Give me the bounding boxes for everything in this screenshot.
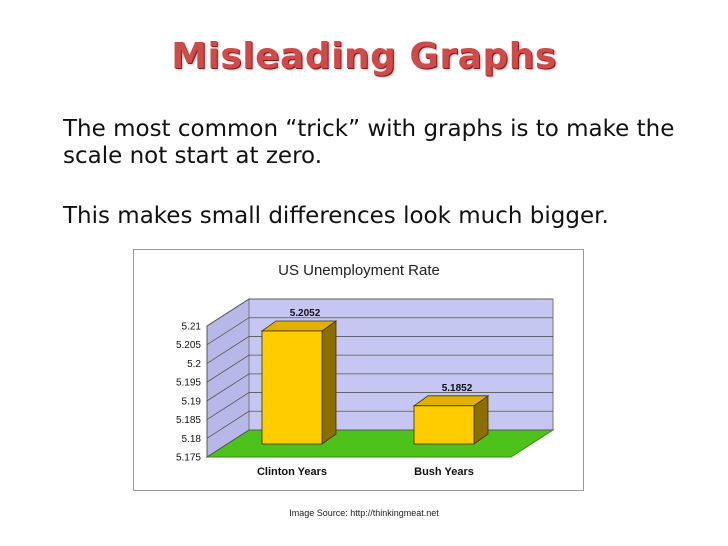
bar-value-label: 5.1852	[442, 383, 473, 394]
x-category-label: Clinton Years	[257, 466, 327, 478]
image-source-caption: Image Source: http://thinkingmeat.net	[289, 508, 439, 518]
gridline	[206, 373, 553, 402]
y-tick-label: 5.21	[182, 322, 202, 333]
bullet-text-1: The most common “trick” with graphs is t…	[63, 116, 675, 169]
gridline	[206, 298, 553, 327]
x-category-label: Bush Years	[414, 466, 474, 478]
chart-title: US Unemployment Rate	[278, 262, 440, 279]
y-tick-label: 5.175	[176, 453, 201, 464]
slide-title: Misleading Graphs	[171, 36, 557, 77]
y-tick-label: 5.205	[176, 340, 201, 351]
chart-floor	[205, 429, 555, 458]
bar-value-label: 5.2052	[290, 308, 321, 319]
gridline	[206, 392, 553, 420]
gridline	[206, 354, 553, 383]
chart-container: US Unemployment Rate 5.21 5.205 5.2 5.195 5.1…	[133, 249, 584, 491]
bar	[261, 330, 323, 445]
gridline	[206, 336, 553, 364]
y-tick-label: 5.185	[176, 415, 201, 426]
y-tick-label: 5.195	[176, 378, 201, 389]
bar-side	[321, 320, 337, 445]
bar-chart: US Unemployment Rate 5.21 5.205 5.2 5.195 5.1…	[176, 262, 555, 478]
y-tick-label: 5.2	[187, 359, 201, 370]
gridline	[206, 317, 553, 346]
bar	[413, 405, 475, 445]
y-tick-label: 5.19	[182, 396, 202, 407]
y-tick-label: 5.18	[182, 434, 202, 445]
bullet-text-2: This makes small differences look much b…	[63, 203, 609, 229]
